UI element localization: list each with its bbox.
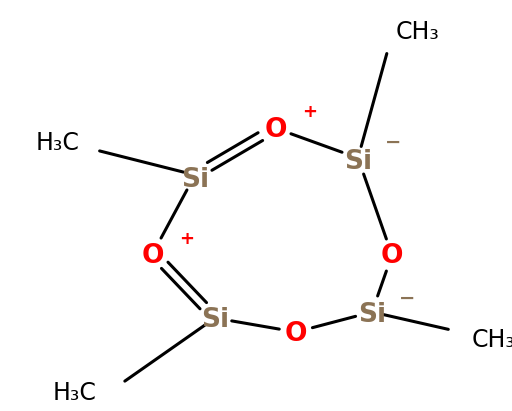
Text: +: + [303, 103, 317, 121]
Text: O: O [142, 243, 164, 269]
Text: CH₃: CH₃ [472, 328, 512, 352]
Text: Si: Si [358, 302, 386, 328]
Text: O: O [381, 243, 403, 269]
Text: Si: Si [201, 307, 229, 333]
Text: +: + [180, 230, 195, 248]
Text: O: O [265, 117, 287, 143]
Text: Si: Si [181, 167, 209, 193]
Text: −: − [385, 132, 401, 152]
Text: CH₃: CH₃ [396, 20, 440, 44]
Text: −: − [399, 289, 415, 307]
Text: Si: Si [344, 149, 372, 175]
Text: H₃C: H₃C [53, 381, 97, 405]
Text: H₃C: H₃C [36, 131, 80, 155]
Text: O: O [285, 321, 307, 347]
